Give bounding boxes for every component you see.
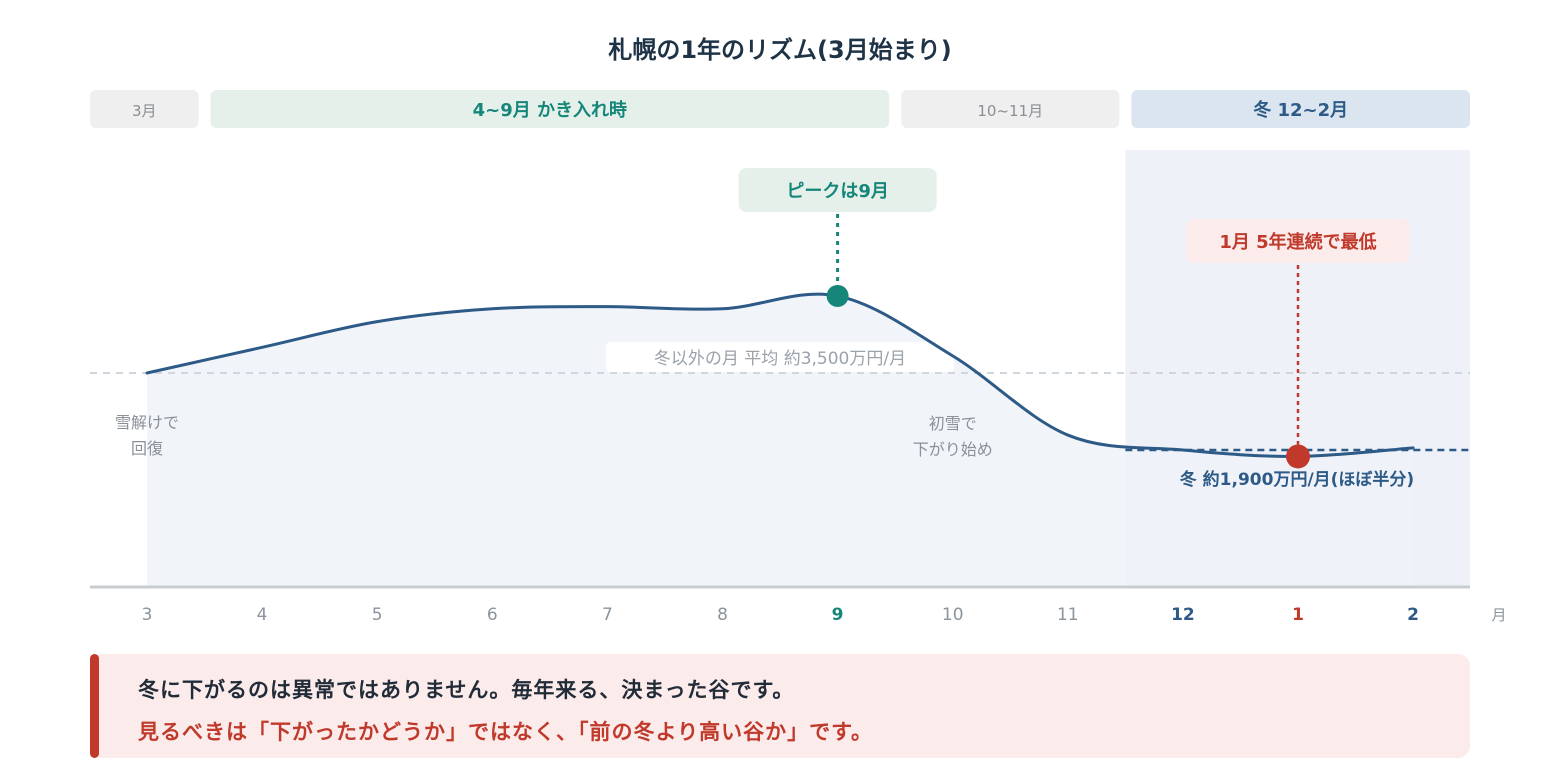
insight-note: 冬に下がるのは異常ではありません。毎年来る、決まった谷です。 見るべきは「下がっ… xyxy=(90,654,1470,758)
x-tick-label: 10 xyxy=(942,605,964,625)
area-fill xyxy=(147,294,1414,587)
reference-label-average: 冬以外の月 平均 約3,500万円/月 xyxy=(654,349,906,369)
chart-canvas: 札幌の1年のリズム(3月始まり)3月 4~9月 かき入れ時 10~11月冬 12~2… xyxy=(90,36,1507,625)
peak-label-box xyxy=(738,168,937,212)
period-label: 冬 12~2月 xyxy=(1253,99,1348,121)
series-line xyxy=(145,292,1415,458)
x-tick-label: 9 xyxy=(832,605,844,625)
x-tick-label: 7 xyxy=(602,605,613,625)
x-tick-label: 4 xyxy=(257,605,268,625)
peak-label: ピークは9月 xyxy=(786,181,889,202)
low-label-box xyxy=(1186,219,1410,263)
first-snow-annotation: 下がり始め xyxy=(913,440,993,459)
thaw-annotation: 回復 xyxy=(131,439,163,458)
period-label: 10~11月 xyxy=(977,102,1043,120)
x-tick-label: 12 xyxy=(1171,605,1195,625)
x-tick-label: 1 xyxy=(1292,605,1304,625)
note-accent-bar xyxy=(90,654,99,758)
x-tick-label: 2 xyxy=(1407,605,1419,625)
peak-point xyxy=(826,284,849,307)
thaw-annotation: 雪解けで xyxy=(115,413,179,432)
note-line-2: 見るべきは「下がったかどうか」ではなく、「前の冬より高い谷か」です。 xyxy=(138,720,873,744)
chart-title: 札幌の1年のリズム(3月始まり) xyxy=(607,36,951,64)
period-band-neutral xyxy=(90,90,199,128)
x-tick-label: 6 xyxy=(487,605,498,625)
period-band-neutral xyxy=(901,90,1120,128)
x-tick-label: 5 xyxy=(372,605,383,625)
x-tick-label: 8 xyxy=(717,605,728,625)
reference-label-bg xyxy=(606,342,954,372)
x-tick-label: 11 xyxy=(1057,605,1079,625)
period-label: 3月 xyxy=(132,102,157,120)
low-label: 1月 5年連続で最低 xyxy=(1219,231,1376,253)
period-band-busy xyxy=(210,90,890,128)
note-line-1: 冬に下がるのは異常ではありません。毎年来る、決まった谷です。 xyxy=(138,678,795,702)
reference-label-winter: 冬 約1,900万円/月(ほぼ半分) xyxy=(1180,469,1414,490)
x-axis-unit: 月 xyxy=(1491,606,1506,624)
period-label: 4~9月 かき入れ時 xyxy=(473,100,627,121)
low-point xyxy=(1286,444,1310,469)
x-tick-label: 3 xyxy=(142,605,153,625)
first-snow-annotation: 初雪で xyxy=(929,414,977,433)
period-band-winter xyxy=(1131,90,1470,128)
